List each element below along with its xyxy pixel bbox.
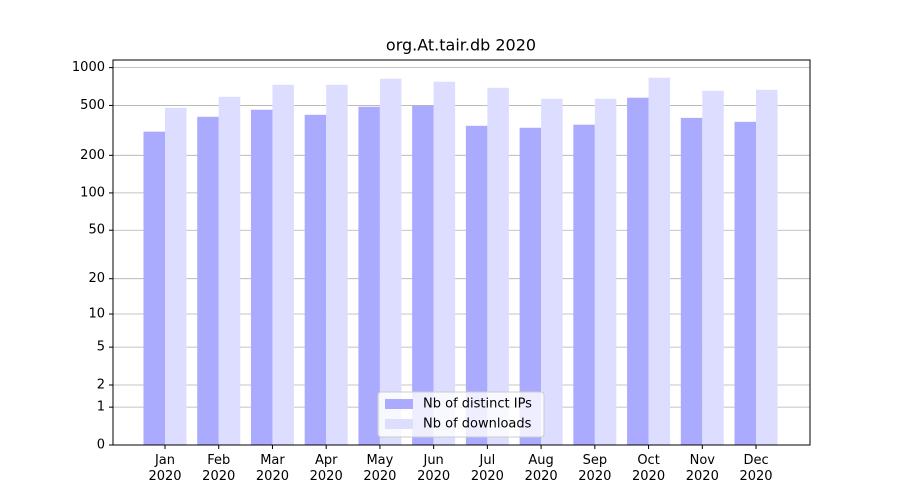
x-tick-label: Apr 2020 [309,453,343,484]
bar [734,121,757,446]
x-tick-label: Jun 2020 [417,453,451,484]
y-tick-label: 0 [97,438,105,453]
x-tick-label: Aug 2020 [524,453,558,484]
chart-title: org.At.tair.db 2020 [386,36,536,55]
bar [702,90,724,445]
y-tick-label: 50 [88,223,105,238]
x-tick-label: Jul 2020 [470,453,504,484]
legend: Nb of distinct IPs Nb of downloads [377,391,545,438]
x-tick-label: Mar 2020 [255,453,289,484]
x-tick-label: May 2020 [363,453,397,484]
x-tick-label: Jan 2020 [148,453,182,484]
x-tick-label: Oct 2020 [632,453,666,484]
bar [218,96,241,446]
bar [627,97,649,445]
bar [250,109,273,445]
bars [143,77,778,446]
bar [433,81,456,445]
y-tick-label: 5 [97,340,105,355]
bar [304,114,327,445]
x-tick-label: Nov 2020 [685,453,719,484]
bar [143,131,165,445]
y-tick-label: 500 [80,98,105,113]
bar [487,87,509,445]
x-tick-label: Dec 2020 [739,453,773,484]
y-tick-label: 1000 [72,60,105,75]
y-tick-label: 2 [97,377,105,392]
bar [465,125,488,445]
bar [573,124,595,446]
y-tick-label: 200 [80,148,105,163]
plot-frame [112,59,811,446]
y-tick-label: 100 [80,185,105,200]
x-tick-label: Feb 2020 [202,453,236,484]
bar [379,78,402,446]
legend-swatch [385,399,413,409]
bar [197,116,219,445]
bar [358,106,380,445]
legend-label: Nb of distinct IPs [423,397,532,412]
bar [272,84,294,445]
legend-label: Nb of downloads [423,417,532,432]
bar [326,84,348,445]
bar [594,98,617,446]
bar [648,77,671,445]
legend-swatch [385,419,413,429]
bar [541,98,563,446]
bar [756,89,778,446]
bar [165,107,187,445]
y-tick-label: 20 [88,271,105,286]
bar [519,127,542,445]
y-tick-label: 1 [97,400,105,415]
x-tick-label: Sep 2020 [578,453,612,484]
bar [680,117,703,445]
bar [412,105,434,445]
y-tick-label: 10 [88,307,105,322]
legend-box [377,391,545,438]
